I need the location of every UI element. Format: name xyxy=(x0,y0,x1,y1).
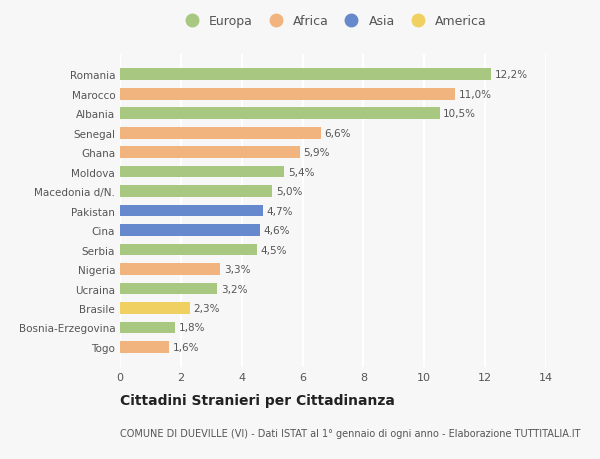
Text: 11,0%: 11,0% xyxy=(458,90,491,100)
Bar xyxy=(120,89,455,101)
Bar xyxy=(120,283,217,295)
Text: 5,9%: 5,9% xyxy=(303,148,329,158)
Text: 12,2%: 12,2% xyxy=(495,70,528,80)
Bar xyxy=(120,69,491,81)
Bar xyxy=(120,167,284,178)
Bar xyxy=(120,108,439,120)
Text: 5,4%: 5,4% xyxy=(288,167,314,177)
Bar xyxy=(120,147,299,159)
Text: 4,7%: 4,7% xyxy=(266,206,293,216)
Text: 1,8%: 1,8% xyxy=(178,323,205,333)
Text: 10,5%: 10,5% xyxy=(443,109,476,119)
Legend: Europa, Africa, Asia, America: Europa, Africa, Asia, America xyxy=(175,11,491,32)
Text: Cittadini Stranieri per Cittadinanza: Cittadini Stranieri per Cittadinanza xyxy=(120,393,395,407)
Text: 6,6%: 6,6% xyxy=(325,129,351,139)
Bar xyxy=(120,186,272,197)
Text: 4,5%: 4,5% xyxy=(260,245,287,255)
Bar xyxy=(120,128,321,139)
Bar xyxy=(120,205,263,217)
Text: 4,6%: 4,6% xyxy=(263,225,290,235)
Bar xyxy=(120,244,257,256)
Text: 3,2%: 3,2% xyxy=(221,284,248,294)
Bar xyxy=(120,263,220,275)
Text: 2,3%: 2,3% xyxy=(194,303,220,313)
Bar xyxy=(120,225,260,236)
Text: COMUNE DI DUEVILLE (VI) - Dati ISTAT al 1° gennaio di ogni anno - Elaborazione T: COMUNE DI DUEVILLE (VI) - Dati ISTAT al … xyxy=(120,428,581,438)
Text: 3,3%: 3,3% xyxy=(224,264,251,274)
Text: 5,0%: 5,0% xyxy=(276,187,302,197)
Text: 1,6%: 1,6% xyxy=(172,342,199,352)
Bar xyxy=(120,322,175,334)
Bar xyxy=(120,341,169,353)
Bar xyxy=(120,302,190,314)
